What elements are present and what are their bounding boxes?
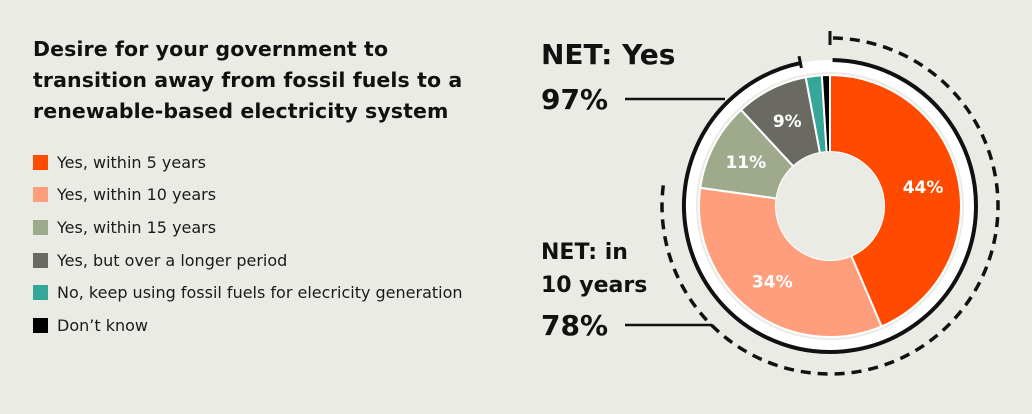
- legend-label: Yes, within 10 years: [57, 185, 217, 205]
- legend-item: Yes, within 10 years: [33, 179, 463, 212]
- legend-swatch: [33, 219, 48, 235]
- legend-swatch: [33, 154, 48, 170]
- legend-label: Yes, within 15 years: [57, 217, 217, 237]
- legend-label: Yes, but over a longer period: [57, 250, 288, 270]
- legend-label: No, keep using fossil fuels for elecrici…: [57, 283, 463, 303]
- legend-swatch: [33, 252, 48, 268]
- legend-item: No, keep using fossil fuels for elecrici…: [33, 276, 463, 309]
- donut-hole: [776, 152, 884, 260]
- net-10-label-line2: 10 years: [541, 273, 647, 298]
- net-yes-label: NET: Yes: [541, 38, 675, 71]
- net-10-value: 78%: [541, 309, 608, 342]
- legend: Yes, within 5 years Yes, within 10 years…: [33, 146, 463, 342]
- net-yes-value: 97%: [541, 83, 608, 116]
- legend-item: Yes, within 5 years: [33, 146, 463, 179]
- legend-item: Don’t know: [33, 309, 463, 342]
- net-yes-ring-end-tick: [797, 55, 803, 69]
- net-rings-group: [660, 31, 1000, 376]
- legend-swatch: [33, 317, 48, 333]
- slice-label: 44%: [903, 178, 944, 198]
- slices-group: [698, 73, 962, 338]
- slice-label: 11%: [725, 153, 766, 173]
- legend-label: Yes, within 5 years: [57, 152, 206, 172]
- net-yes-ring: [682, 58, 978, 354]
- legend-swatch: [33, 285, 48, 301]
- slice-label: 9%: [773, 112, 802, 132]
- slice-label: 34%: [752, 272, 793, 292]
- legend-label: Don’t know: [57, 315, 148, 335]
- net-10-years-ring: [660, 36, 1000, 376]
- donut-outer-band: [684, 60, 976, 352]
- net-10-label-line1: NET: in: [541, 240, 628, 265]
- legend-item: Yes, but over a longer period: [33, 244, 463, 277]
- slice-labels-group: 44% 34% 11% 9%: [725, 112, 943, 292]
- legend-swatch: [33, 187, 48, 203]
- legend-item: Yes, within 15 years: [33, 211, 463, 244]
- chart-title: Desire for your government to transition…: [33, 37, 463, 123]
